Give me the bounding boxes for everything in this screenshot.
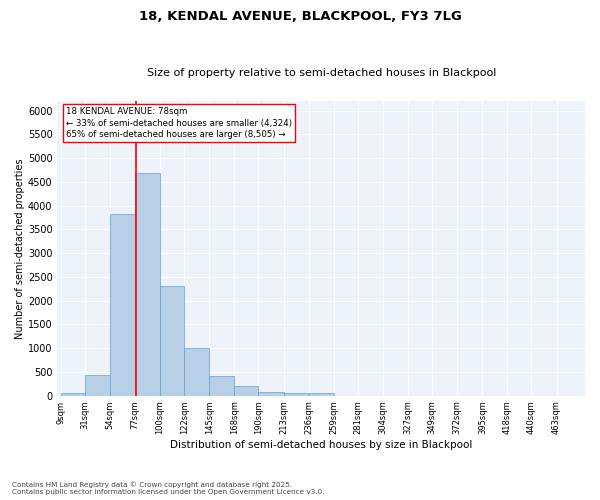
X-axis label: Distribution of semi-detached houses by size in Blackpool: Distribution of semi-detached houses by …	[170, 440, 472, 450]
Bar	[135, 174, 160, 396]
Y-axis label: Number of semi-detached properties: Number of semi-detached properties	[15, 158, 25, 338]
Bar	[284, 393, 308, 396]
Bar	[184, 348, 209, 396]
Bar	[110, 214, 135, 396]
Text: 18, KENDAL AVENUE, BLACKPOOL, FY3 7LG: 18, KENDAL AVENUE, BLACKPOOL, FY3 7LG	[139, 10, 461, 23]
Bar	[160, 286, 184, 396]
Title: Size of property relative to semi-detached houses in Blackpool: Size of property relative to semi-detach…	[146, 68, 496, 78]
Bar	[85, 376, 110, 396]
Bar	[308, 393, 334, 396]
Bar	[209, 376, 235, 396]
Bar	[235, 386, 259, 396]
Bar	[61, 394, 85, 396]
Bar	[259, 392, 284, 396]
Text: 18 KENDAL AVENUE: 78sqm
← 33% of semi-detached houses are smaller (4,324)
65% of: 18 KENDAL AVENUE: 78sqm ← 33% of semi-de…	[66, 106, 292, 140]
Text: Contains HM Land Registry data © Crown copyright and database right 2025.
Contai: Contains HM Land Registry data © Crown c…	[12, 482, 325, 495]
